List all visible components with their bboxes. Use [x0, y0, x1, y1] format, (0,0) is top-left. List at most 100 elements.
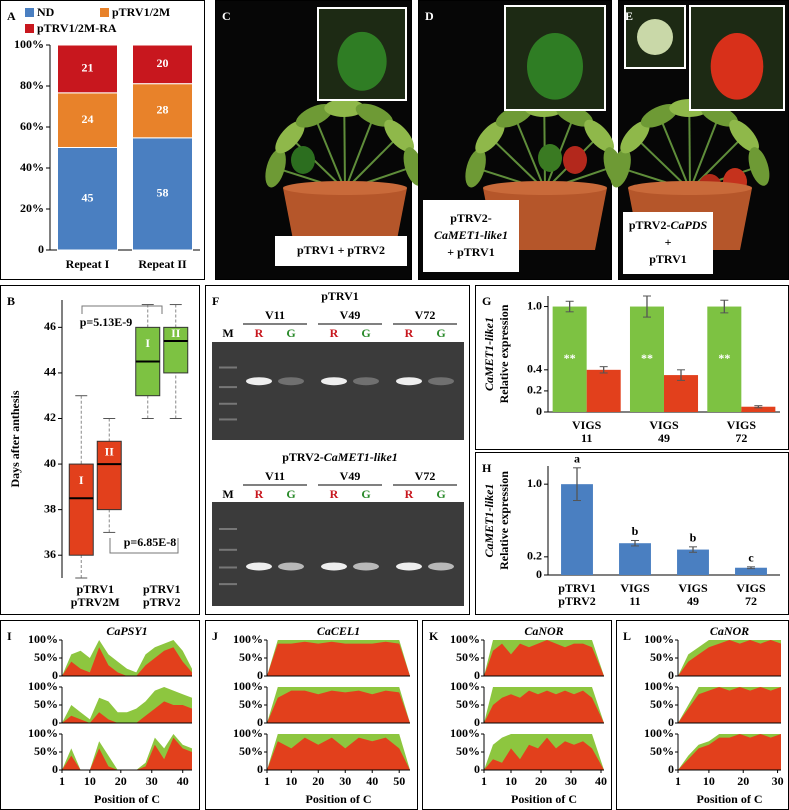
- leaf: [265, 148, 286, 188]
- methylation-area: [62, 647, 192, 676]
- y-tick-label: 38: [44, 501, 56, 515]
- lane-label: R: [255, 326, 264, 340]
- y-tick-label: 60%: [20, 119, 44, 133]
- gel-band: [428, 377, 454, 386]
- stem: [344, 116, 375, 191]
- methylation-area: [62, 737, 192, 770]
- inset-fruit: [710, 33, 764, 100]
- x-tick-label: Repeat II: [138, 257, 187, 271]
- panel-letter: F: [212, 294, 219, 308]
- ladder-band: [219, 548, 237, 551]
- lane-label: G: [436, 487, 445, 501]
- stem: [343, 109, 346, 191]
- caption-segment: + pTRV1: [447, 245, 494, 259]
- y-tick-label: 100%: [14, 37, 44, 51]
- y-axis-label: Relative expression: [497, 471, 511, 570]
- marker-label: M: [222, 487, 233, 501]
- ladder-band: [219, 418, 237, 421]
- panel-letter: G: [482, 294, 491, 308]
- panel-letter: L: [623, 629, 631, 643]
- x-tick-label: 1: [675, 774, 681, 788]
- x-tick-label: 49: [687, 594, 699, 608]
- significance-label: **: [564, 351, 576, 365]
- panel-letter: E: [625, 9, 633, 23]
- inset-fruit: [337, 31, 387, 91]
- methylation-area: [484, 640, 604, 676]
- box-label: II: [105, 444, 115, 458]
- x-tick-label: 30: [146, 774, 158, 788]
- panel-letter: D: [425, 9, 434, 23]
- x-tick-label: 10: [84, 774, 96, 788]
- lane-label: R: [405, 487, 414, 501]
- significance-label: **: [641, 351, 653, 365]
- pot-rim: [283, 181, 407, 195]
- lane-label: G: [361, 487, 370, 501]
- panel-letter: I: [7, 629, 12, 643]
- bar: [552, 306, 587, 412]
- y-tick-label: 0.2: [527, 549, 542, 563]
- ladder-band: [219, 583, 237, 586]
- caption-segment: CaPDS: [670, 218, 707, 232]
- caption-line: pTRV1: [321, 289, 359, 303]
- significance-label: b: [632, 524, 639, 538]
- box-label: I: [145, 336, 150, 350]
- leaf: [748, 147, 770, 186]
- y-tick-label: 36: [44, 547, 56, 561]
- caption-line: pTRV2-CaMET1-like1: [282, 450, 398, 464]
- leaf: [355, 103, 393, 127]
- caption-line: pTRV1: [649, 252, 687, 266]
- value-label: 20: [157, 56, 169, 70]
- x-tick-label: 1: [59, 774, 65, 788]
- value-label: 24: [82, 112, 94, 126]
- caption-segment: CaMET1-like1: [324, 450, 398, 464]
- bar-segment: [132, 44, 193, 85]
- x-tick-label: 1: [264, 774, 270, 788]
- chart-title: CaPSY1: [106, 624, 147, 638]
- significance-label: **: [718, 351, 730, 365]
- x-tick-label: 40: [366, 774, 378, 788]
- gel-band: [396, 562, 422, 571]
- stem: [514, 117, 546, 191]
- ladder-band: [219, 528, 237, 530]
- x-tick-label: pTRV1: [558, 581, 596, 595]
- lane-label: G: [286, 326, 295, 340]
- value-label: 58: [157, 186, 169, 200]
- y-tick-label: 0: [474, 762, 480, 776]
- y-tick-label: 50%: [650, 697, 674, 711]
- x-tick-label: 72: [745, 594, 757, 608]
- x-tick-label: VIGS: [649, 418, 679, 432]
- x-tick-label: 50: [393, 774, 405, 788]
- y-axis-label: CaMET1-like1: [482, 484, 496, 558]
- x-tick-label: VIGS: [678, 581, 708, 595]
- y-tick-label: 0: [536, 567, 542, 581]
- leaf: [384, 119, 414, 152]
- x-tick-label: pTRV2M: [71, 595, 120, 609]
- y-tick-label: 100%: [450, 679, 480, 693]
- y-tick-label: 100%: [233, 632, 263, 646]
- y-tick-label: 0: [52, 715, 58, 729]
- leaf: [610, 148, 631, 188]
- lane-label: R: [330, 487, 339, 501]
- caption-line: pTRV2-: [450, 211, 492, 225]
- y-axis-label: CaMET1-like1: [482, 317, 496, 391]
- lane-label: G: [286, 487, 295, 501]
- y-tick-label: 50%: [34, 650, 58, 664]
- y-tick-label: 0: [257, 762, 263, 776]
- fruit: [291, 146, 315, 174]
- group-label: V11: [265, 308, 285, 322]
- box-label: II: [171, 326, 181, 340]
- caption-segment: pTRV1 + pTRV2: [297, 243, 385, 257]
- pot-rim: [628, 181, 752, 195]
- stem: [314, 117, 346, 191]
- y-tick-label: 40%: [20, 160, 44, 174]
- y-tick-label: 0: [474, 715, 480, 729]
- y-tick-label: 46: [44, 319, 56, 333]
- bar: [735, 567, 767, 575]
- legend-label: ND: [37, 5, 55, 19]
- leaf: [465, 148, 486, 188]
- panel-frame: [475, 452, 789, 615]
- y-tick-label: 100%: [644, 726, 674, 740]
- y-tick-label: 50%: [456, 744, 480, 758]
- y-tick-label: 100%: [28, 726, 58, 740]
